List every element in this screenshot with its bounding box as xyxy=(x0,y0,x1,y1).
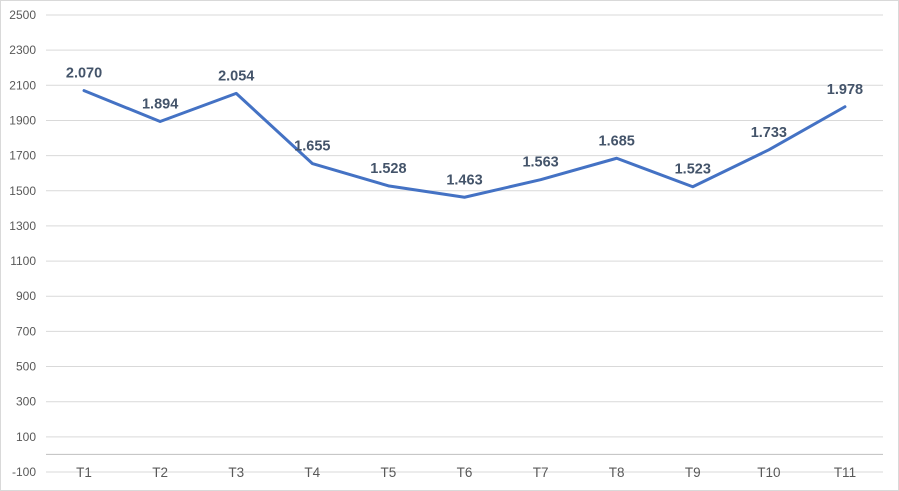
data-label: 1.655 xyxy=(294,139,330,155)
x-axis-tick-label: T4 xyxy=(304,465,320,480)
y-axis-tick-label: 300 xyxy=(16,395,36,409)
x-axis-tick-label: T2 xyxy=(152,465,168,480)
x-axis-tick-label: T10 xyxy=(757,465,780,480)
data-label: 1.685 xyxy=(599,133,635,149)
y-axis-tick-label: 1100 xyxy=(10,254,36,268)
y-axis-tick-label: 100 xyxy=(16,430,36,444)
x-axis-tick-label: T6 xyxy=(457,465,473,480)
y-axis-tick-label: 700 xyxy=(16,324,36,338)
data-label: 2.070 xyxy=(66,66,102,82)
x-axis-tick-label: T9 xyxy=(685,465,701,480)
data-label: 1.463 xyxy=(446,172,482,188)
x-axis-tick-label: T5 xyxy=(381,465,397,480)
y-axis-tick-label: 1700 xyxy=(9,149,36,163)
y-axis-tick-label: 1900 xyxy=(9,113,36,127)
y-axis-tick-label: 2300 xyxy=(9,43,36,57)
y-axis-tick-label: 900 xyxy=(16,289,36,303)
data-label: 1.528 xyxy=(370,161,406,177)
y-axis-tick-label: 500 xyxy=(16,360,36,374)
series-line xyxy=(82,89,847,199)
data-label: 2.054 xyxy=(218,68,254,84)
data-label: 1.733 xyxy=(751,125,787,141)
y-axis-tick-label: -100 xyxy=(12,465,36,479)
data-label: 1.894 xyxy=(142,97,178,113)
data-label: 1.978 xyxy=(827,82,863,98)
x-axis-tick-label: T11 xyxy=(834,465,856,480)
y-axis-tick-label: 2500 xyxy=(9,8,36,22)
x-axis-tick-label: T8 xyxy=(609,465,625,480)
x-axis-tick-label: T7 xyxy=(533,465,549,480)
data-label: 1.563 xyxy=(522,155,558,171)
y-axis-tick-label: 2100 xyxy=(9,78,36,92)
y-axis-tick-label: 1300 xyxy=(9,219,36,233)
x-axis-tick-label: T3 xyxy=(228,465,244,480)
x-axis-tick-label: T1 xyxy=(76,465,92,480)
y-axis-tick-label: 1500 xyxy=(9,184,36,198)
data-label: 1.523 xyxy=(675,162,711,178)
